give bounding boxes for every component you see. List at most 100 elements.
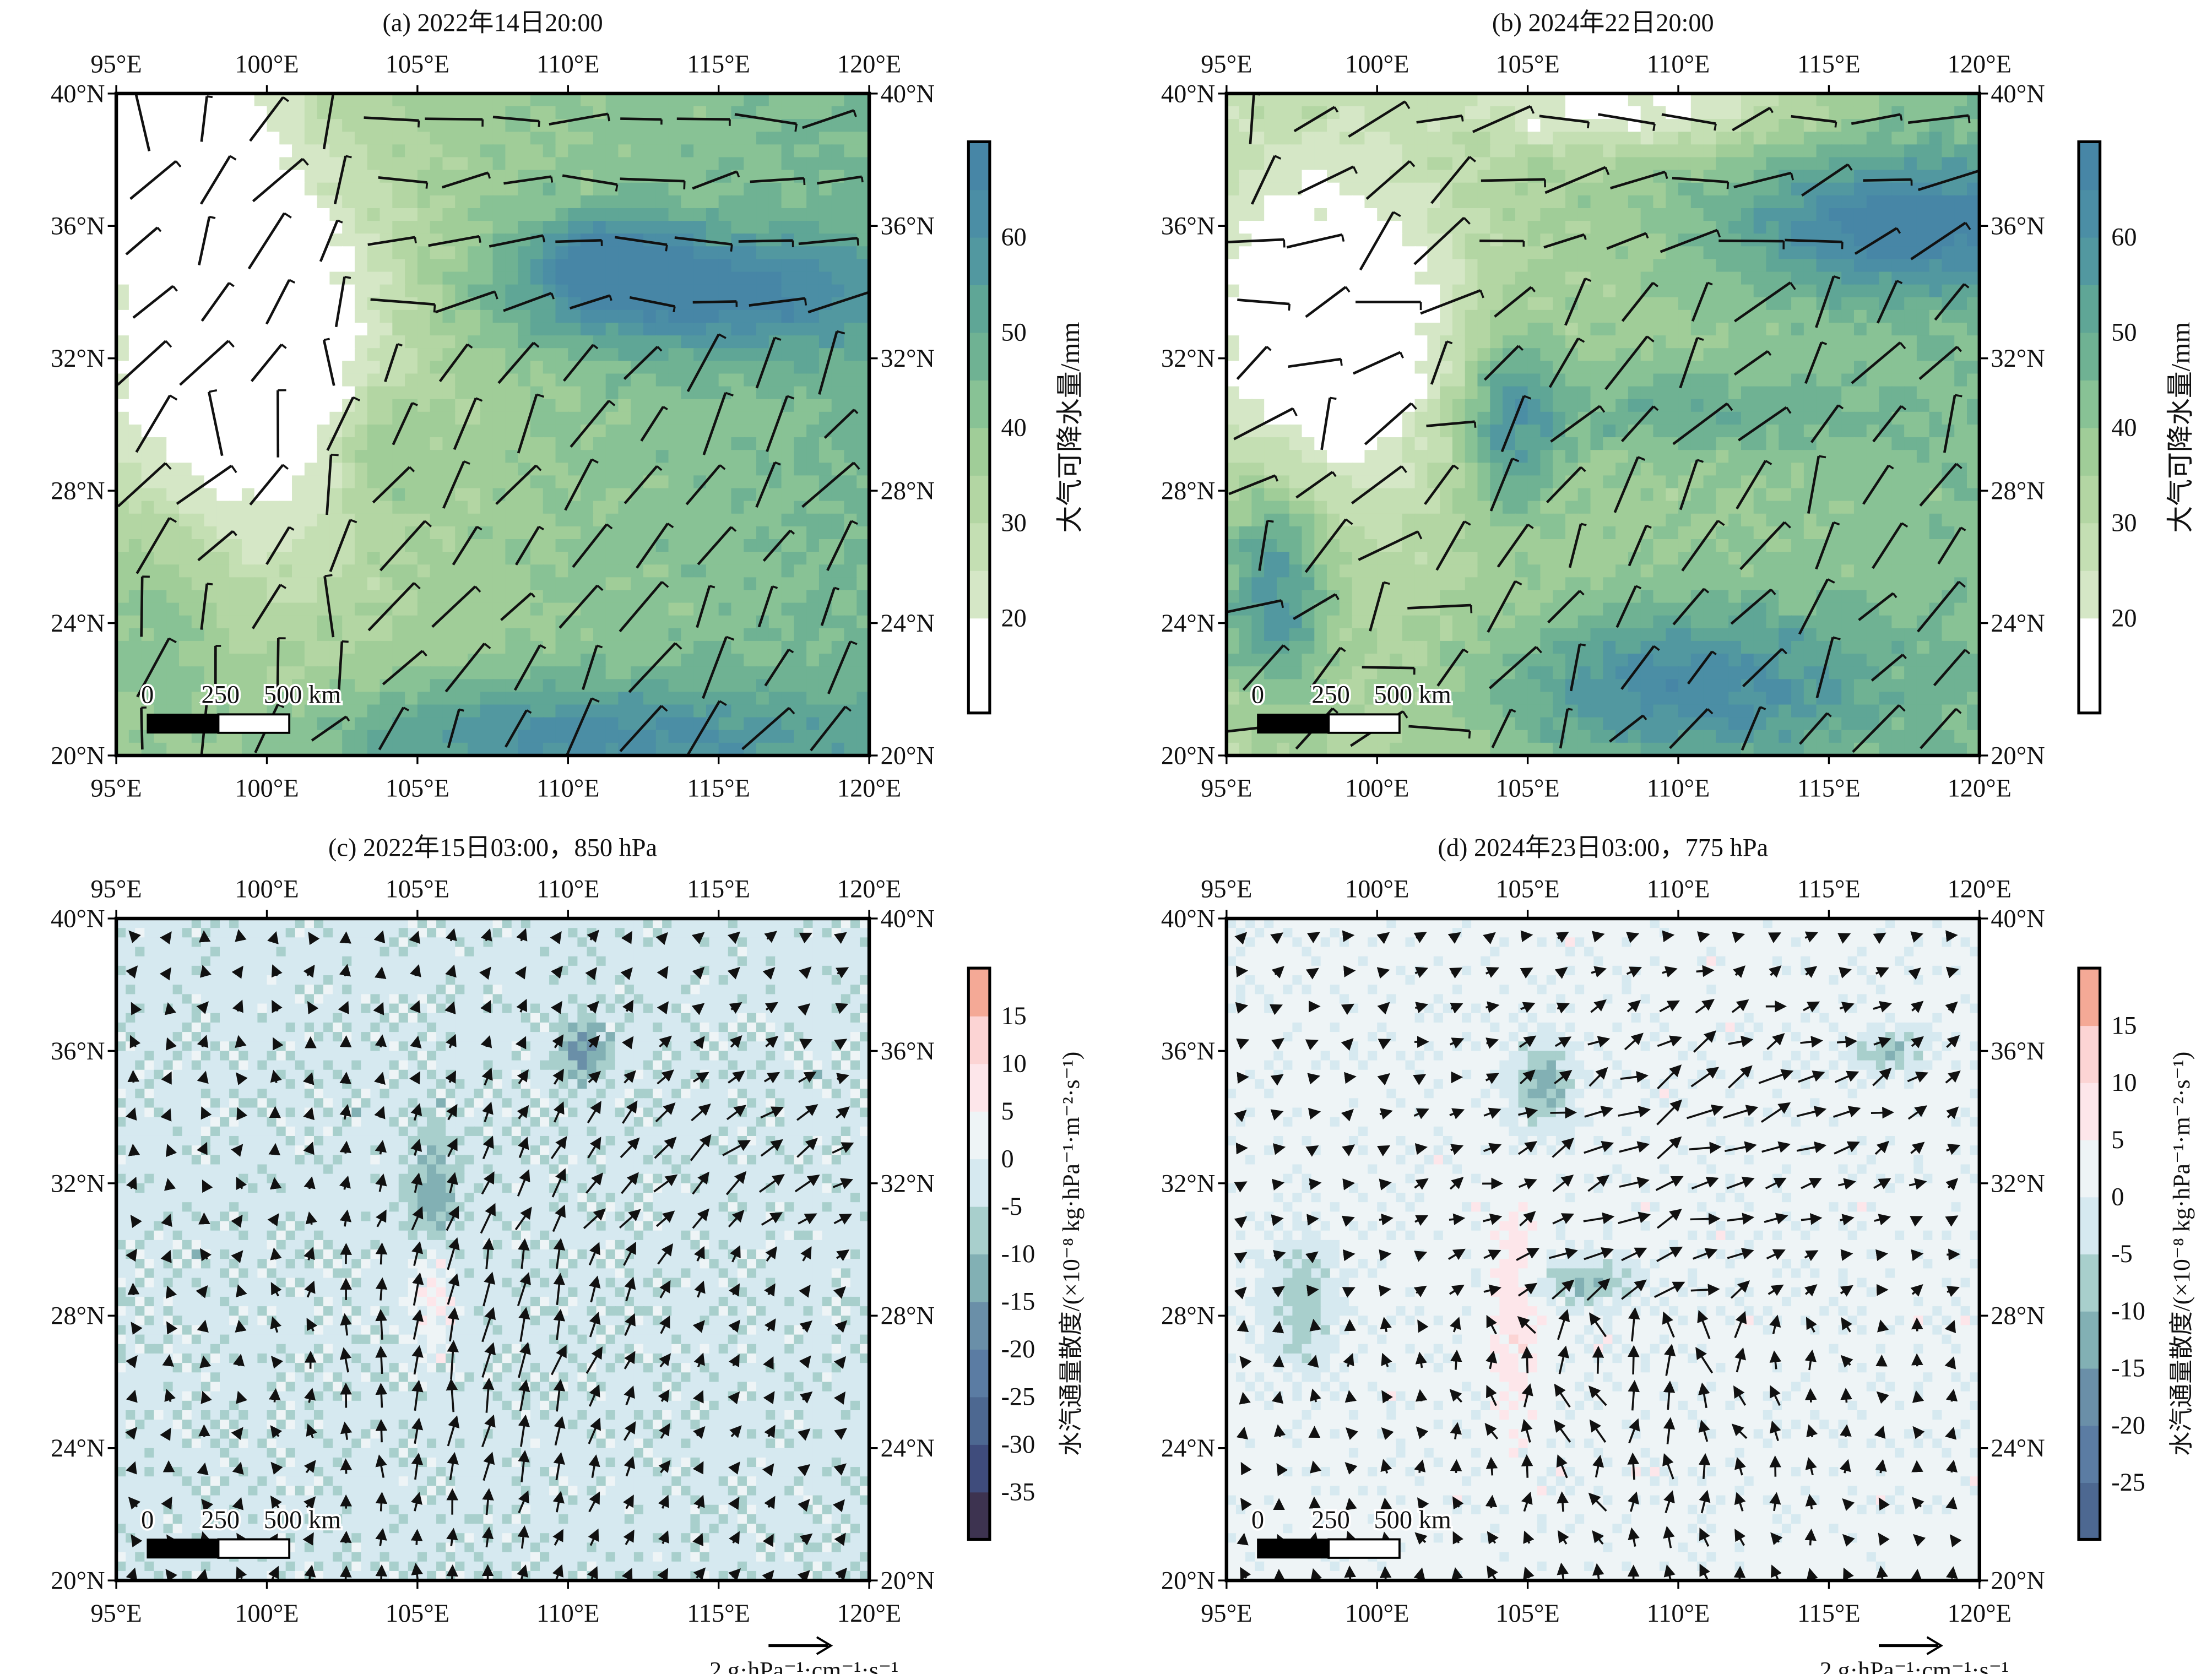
contour-cell xyxy=(455,182,469,197)
contour-cell xyxy=(442,577,456,591)
contour-cell xyxy=(1226,361,1240,375)
contour-cell xyxy=(1414,157,1428,171)
contour-cell xyxy=(216,399,230,413)
contour-cell xyxy=(1615,157,1629,171)
contour-cell xyxy=(492,704,506,719)
contour-cell xyxy=(605,221,619,235)
contour-cell xyxy=(1553,309,1566,324)
contour-cell xyxy=(455,526,469,540)
contour-cell xyxy=(1390,132,1403,145)
contour-cell xyxy=(1289,246,1303,260)
contour-cell xyxy=(179,437,193,451)
contour-cell xyxy=(1289,271,1303,286)
contour-cell xyxy=(1853,195,1868,209)
contour-cell xyxy=(329,679,343,693)
contour-cell xyxy=(794,615,807,629)
contour-cell xyxy=(1477,309,1491,324)
contour-cell xyxy=(417,564,431,578)
contour-cell xyxy=(304,679,318,693)
contour-cell xyxy=(693,309,707,324)
contour-cell xyxy=(568,348,582,362)
contour-cell xyxy=(1490,93,1504,107)
contour-cell xyxy=(379,513,393,528)
contour-cell xyxy=(1503,259,1516,273)
contour-cell xyxy=(1276,93,1291,107)
contour-cell xyxy=(166,615,180,629)
contour-cell xyxy=(1364,399,1378,413)
contour-cell xyxy=(693,119,707,133)
contour-cell xyxy=(1465,93,1479,107)
contour-cell xyxy=(605,539,619,553)
contour-cell xyxy=(116,411,130,426)
contour-cell xyxy=(781,182,795,197)
contour-cell xyxy=(781,552,795,566)
contour-cell xyxy=(1942,271,1955,286)
contour-cell xyxy=(1803,259,1818,273)
contour-cell xyxy=(1339,144,1353,159)
contour-cell xyxy=(631,373,644,388)
contour-cell xyxy=(1503,361,1516,375)
contour-cell xyxy=(1690,195,1705,209)
contour-cell xyxy=(731,488,745,502)
contour-cell xyxy=(581,93,594,107)
contour-cell xyxy=(1753,246,1768,260)
contour-cell xyxy=(1954,182,1968,197)
contour-cell xyxy=(442,399,456,413)
contour-cell xyxy=(1390,361,1403,375)
contour-cell xyxy=(856,602,870,617)
contour-cell xyxy=(555,284,569,298)
contour-cell xyxy=(1916,208,1931,222)
contour-cell xyxy=(254,437,268,451)
contour-cell xyxy=(1427,284,1441,298)
colorbar-band xyxy=(968,570,990,619)
contour-cell xyxy=(468,195,481,209)
contour-cell xyxy=(1553,221,1566,235)
contour-cell xyxy=(128,463,143,476)
contour-cell xyxy=(379,501,393,515)
contour-cell xyxy=(518,309,532,324)
contour-cell xyxy=(279,488,293,502)
contour-cell xyxy=(668,577,682,591)
contour-cell xyxy=(1703,93,1717,107)
contour-cell xyxy=(1816,373,1830,388)
contour-cell xyxy=(1515,373,1529,388)
contour-cell xyxy=(430,411,444,426)
contour-cell xyxy=(1402,246,1416,260)
contour-cell xyxy=(1364,132,1378,145)
x-tick-label-bottom: 115°E xyxy=(687,775,750,803)
contour-cell xyxy=(329,208,343,222)
contour-cell xyxy=(430,424,444,438)
contour-cell xyxy=(1853,93,1868,107)
contour-cell xyxy=(229,552,243,566)
contour-cell xyxy=(241,322,256,336)
contour-cell xyxy=(480,539,494,553)
contour-cell xyxy=(806,233,820,247)
contour-cell xyxy=(304,233,318,247)
contour-cell xyxy=(568,93,582,107)
contour-cell xyxy=(1628,157,1642,171)
contour-cell xyxy=(254,411,268,426)
contour-cell xyxy=(1703,195,1717,209)
contour-cell xyxy=(1929,93,1943,107)
contour-cell xyxy=(1916,233,1931,247)
contour-cell xyxy=(1440,195,1454,209)
contour-cell xyxy=(455,93,469,107)
contour-cell xyxy=(718,246,733,260)
contour-cell xyxy=(631,539,644,553)
contour-cell xyxy=(1289,335,1303,349)
contour-cell xyxy=(342,654,356,667)
contour-cell xyxy=(492,246,506,260)
contour-cell xyxy=(844,208,858,222)
contour-cell xyxy=(354,679,368,693)
contour-cell xyxy=(1390,297,1403,311)
contour-cell xyxy=(581,411,594,426)
contour-cell xyxy=(794,144,807,159)
contour-cell xyxy=(1678,132,1692,145)
contour-cell xyxy=(568,106,582,120)
contour-cell xyxy=(794,259,807,273)
contour-cell xyxy=(1452,361,1466,375)
contour-cell xyxy=(1841,170,1855,184)
contour-cell xyxy=(706,284,720,298)
contour-cell xyxy=(154,488,167,502)
contour-cell xyxy=(241,539,256,553)
